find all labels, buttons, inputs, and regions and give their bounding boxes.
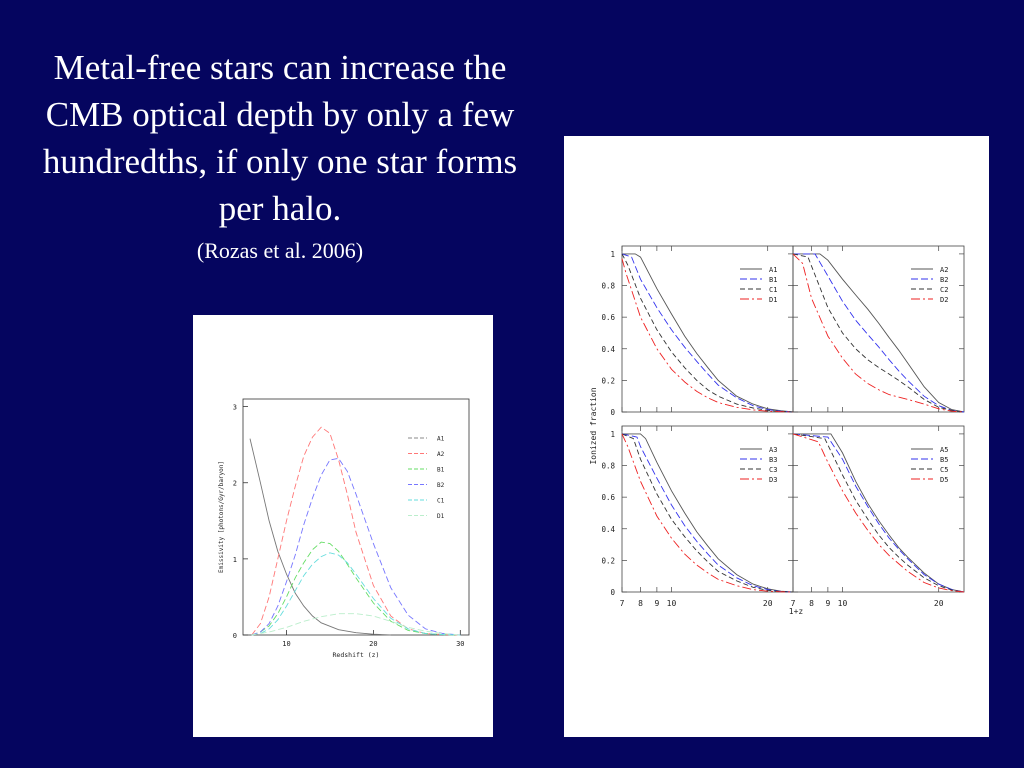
legend-label: A2 (940, 266, 948, 274)
legend-label: B5 (940, 456, 948, 464)
legend-label: C3 (769, 466, 777, 474)
series-line-a1 (249, 438, 391, 636)
x-axis-label: Redshift (z) (333, 651, 380, 659)
series-line-d1 (251, 613, 461, 636)
x-tick-label: 20 (934, 599, 944, 608)
series-line-a2 (251, 426, 461, 636)
legend-label: C2 (940, 286, 948, 294)
x-tick-label: 20 (369, 640, 377, 648)
panel-frame (792, 245, 965, 413)
emissivity-figure: 10 20 30 0 1 2 3 Redshift (z) Emissivity [photon… (193, 315, 493, 737)
x-tick-label: 8 (638, 599, 643, 608)
legend-label: B3 (769, 456, 777, 464)
legend-label: C5 (940, 466, 948, 474)
x-tick-label: 10 (667, 599, 677, 608)
y-tick-label: 0.4 (601, 525, 615, 534)
y-tick-label: 0.6 (601, 493, 615, 502)
legend-label: A5 (940, 446, 948, 454)
ionized-fraction-figure: 0 0.2 0.4 0.6 0.8 1 A1 B1 C1 D1 A2 B2 C2 D2 0 0.2 0.4 0.6… (564, 136, 989, 737)
series-line-a3 (622, 433, 794, 593)
y-tick-label: 0.8 (601, 282, 615, 291)
legend-label: D3 (769, 476, 777, 484)
y-axis-label: Emissivity [photons/Gyr/baryon] (218, 461, 225, 573)
x-tick-label: 10 (838, 599, 848, 608)
y-tick-label: 1 (610, 250, 615, 259)
panel-frame (621, 425, 794, 593)
y-tick-label: 0 (610, 408, 615, 417)
emissivity-chart: 10 20 30 0 1 2 3 Redshift (z) Emissivity [photon… (218, 398, 470, 659)
legend-label: D1 (769, 296, 777, 304)
legend-label: B2 (437, 482, 445, 489)
x-tick-label: 10 (282, 640, 290, 648)
y-axis-label: Ionized fraction (589, 387, 598, 464)
y-tick-label: 0 (233, 632, 237, 640)
x-tick-label: 7 (791, 599, 796, 608)
series-line-b2 (793, 253, 965, 413)
panel-frame (792, 425, 965, 593)
ionized-fraction-chart: 0 0.2 0.4 0.6 0.8 1 A1 B1 C1 D1 A2 B2 C2 D2 0 0.2 0.4 0.6… (589, 245, 965, 616)
legend-label: B1 (437, 467, 445, 474)
legend-label: D1 (437, 513, 445, 520)
legend-label: A3 (769, 446, 777, 454)
legend-label: A1 (769, 266, 777, 274)
x-tick-label: 7 (620, 599, 625, 608)
series-line-c3 (621, 433, 794, 593)
series-line-b1 (621, 253, 794, 413)
y-tick-label: 0.2 (601, 556, 615, 565)
y-tick-label: 0.2 (601, 376, 615, 385)
slide-citation: (Rozas et al. 2006) (196, 238, 364, 263)
x-tick-label: 8 (809, 599, 814, 608)
legend-label: C1 (437, 498, 445, 505)
y-tick-label: 0.6 (601, 313, 615, 322)
series-line-d1 (621, 258, 794, 413)
series-line-b3 (621, 433, 794, 593)
series-line-c2 (792, 253, 965, 413)
series-line-c1 (251, 552, 461, 636)
legend-label: A1 (437, 436, 445, 443)
x-tick-label: 30 (456, 640, 464, 648)
series-line-d5 (792, 433, 965, 593)
legend-label: D5 (940, 476, 948, 484)
x-tick-label: 9 (654, 599, 659, 608)
legend-label: D2 (940, 296, 948, 304)
y-tick-label: 1 (610, 430, 615, 439)
legend-label: A2 (437, 451, 445, 458)
y-tick-label: 0.8 (601, 462, 615, 471)
slide-title: Metal-free stars can increase the CMB op… (42, 48, 518, 228)
y-tick-label: 0 (610, 588, 615, 597)
series-line-a2 (793, 253, 965, 413)
series-line-a5 (793, 433, 965, 593)
series-line-b5 (792, 433, 965, 593)
x-tick-label: 20 (763, 599, 773, 608)
series-line-a1 (622, 253, 794, 413)
series-line-b1 (251, 541, 461, 636)
legend-label: B2 (940, 276, 948, 284)
y-tick-label: 0.4 (601, 345, 615, 354)
series-line-b2 (251, 457, 461, 636)
series-line-c5 (792, 433, 965, 593)
y-tick-label: 3 (233, 404, 237, 412)
legend-label: C1 (769, 286, 777, 294)
series-line-c1 (621, 253, 794, 413)
x-axis-label: 1+z (789, 607, 804, 616)
legend-label: B1 (769, 276, 777, 284)
x-tick-label: 9 (825, 599, 830, 608)
plot-frame (242, 398, 470, 636)
y-tick-label: 1 (233, 556, 237, 564)
y-tick-label: 2 (233, 480, 237, 488)
series-line-d2 (792, 253, 965, 413)
series-line-d3 (621, 433, 794, 593)
